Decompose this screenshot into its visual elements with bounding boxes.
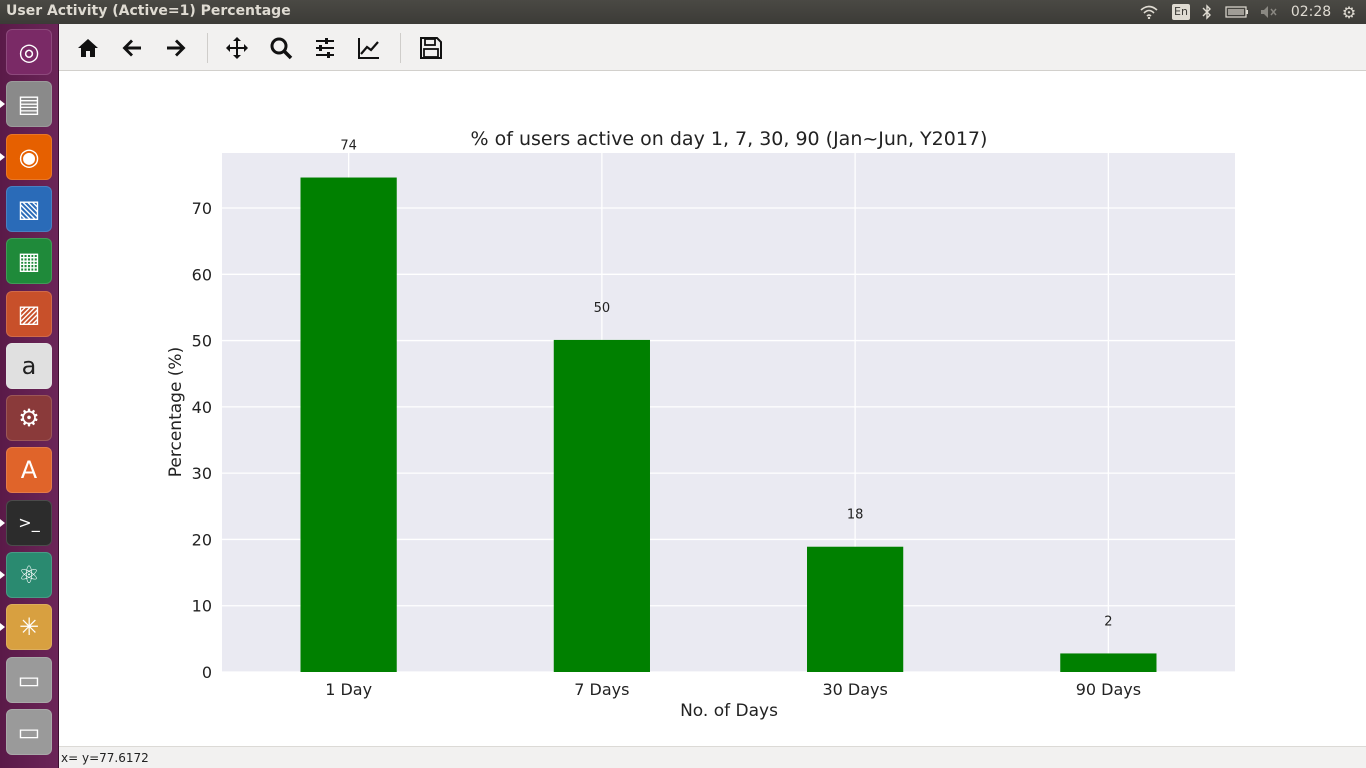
toolbar-separator <box>207 33 208 63</box>
bar-30-days <box>807 546 904 672</box>
magnifier-icon <box>270 37 293 60</box>
launcher-firefox[interactable]: ◉ <box>6 133 52 180</box>
home-icon <box>78 39 98 57</box>
launcher-matplotlib[interactable]: ✳ <box>6 604 52 651</box>
x-tick-label: 90 Days <box>1076 680 1141 699</box>
bar-1-day <box>300 177 397 672</box>
cursor-coordinates: x= y=77.6172 <box>61 751 149 765</box>
writer-document-icon: ▧ <box>17 194 41 223</box>
settings-wrench-icon: ⚙ <box>18 404 40 433</box>
launcher-atom[interactable]: ⚛ <box>6 552 52 598</box>
battery-icon[interactable] <box>1224 0 1250 24</box>
zoom-button[interactable] <box>267 34 295 62</box>
y-tick-label: 60 <box>192 265 212 284</box>
bar-90-days <box>1060 653 1157 672</box>
save-button[interactable] <box>417 34 445 62</box>
home-button[interactable] <box>74 34 102 62</box>
x-tick-label: 7 Days <box>574 680 629 699</box>
launcher-running-indicator <box>0 623 5 632</box>
launcher-amazon[interactable]: a <box>6 342 52 389</box>
data-label: 74 <box>340 139 357 154</box>
terminal-icon: >_ <box>18 513 40 533</box>
atom-icon: ⚛ <box>18 561 40 589</box>
launcher-files[interactable]: ▤ <box>6 81 52 128</box>
matplotlib-icon: ✳ <box>18 613 40 642</box>
impress-presentation-icon: ▨ <box>17 299 41 328</box>
x-axis-label: No. of Days <box>680 701 778 721</box>
chart-title: % of users active on day 1, 7, 30, 90 (J… <box>471 128 988 150</box>
launcher-libreoffice-calc[interactable]: ▦ <box>6 238 52 285</box>
arrow-left-icon <box>122 39 141 57</box>
sliders-icon <box>316 38 334 58</box>
volume-muted-icon[interactable] <box>1258 0 1280 24</box>
launcher-disk-1[interactable]: ▭ <box>6 656 52 703</box>
launcher: ◎ ▤ ◉ ▧ ▦ ▨ a ⚙ A >_ ⚛ ✳ ▭ ▭ <box>0 24 59 768</box>
launcher-ubuntu-dash[interactable]: ◎ <box>6 29 52 75</box>
firefox-icon: ◉ <box>18 142 40 171</box>
launcher-libreoffice-impress[interactable]: ▨ <box>6 290 52 337</box>
y-tick-label: 50 <box>192 332 212 351</box>
x-tick-label: 1 Day <box>325 680 372 699</box>
forward-button[interactable] <box>162 34 190 62</box>
bluetooth-icon[interactable] <box>1199 0 1215 24</box>
configure-subplots-button[interactable] <box>311 34 339 62</box>
launcher-running-indicator <box>0 518 5 527</box>
launcher-disk-2[interactable]: ▭ <box>6 708 52 755</box>
bar-7-days <box>553 339 650 672</box>
x-tick-label: 30 Days <box>822 680 887 699</box>
y-tick-label: 10 <box>192 597 212 616</box>
keyboard-language-indicator[interactable]: En <box>1172 4 1190 20</box>
top-panel: User Activity (Active=1) Percentage En 0… <box>0 0 1366 24</box>
launcher-libreoffice-writer[interactable]: ▧ <box>6 185 52 232</box>
data-label: 2 <box>1104 614 1112 629</box>
wifi-icon[interactable] <box>1138 0 1160 24</box>
gear-icon[interactable]: ⚙ <box>1341 2 1357 22</box>
y-axis-label: Percentage (%) <box>166 347 186 477</box>
data-label: 50 <box>594 301 611 316</box>
edit-axis-button[interactable] <box>355 34 383 62</box>
matplotlib-toolbar <box>59 24 1366 71</box>
y-tick-label: 0 <box>202 663 212 682</box>
amazon-icon: a <box>21 351 37 380</box>
clock[interactable]: 02:28 <box>1290 4 1332 20</box>
launcher-system-settings[interactable]: ⚙ <box>6 395 52 442</box>
y-tick-label: 30 <box>192 464 212 483</box>
launcher-software-center[interactable]: A <box>6 447 52 494</box>
y-tick-label: 70 <box>192 199 212 218</box>
line-chart-icon <box>358 38 379 59</box>
arrow-right-icon <box>167 39 186 57</box>
launcher-running-indicator <box>0 152 5 161</box>
move-icon <box>226 37 248 59</box>
hard-drive-icon: ▭ <box>17 717 41 746</box>
ubuntu-logo-icon: ◎ <box>18 38 40 66</box>
y-tick-label: 20 <box>192 530 212 549</box>
floppy-disk-icon <box>420 37 442 59</box>
toolbar-separator <box>400 33 401 63</box>
hard-drive-icon: ▭ <box>17 665 41 694</box>
figure-canvas[interactable]: % of users active on day 1, 7, 30, 90 (J… <box>59 71 1366 746</box>
calc-spreadsheet-icon: ▦ <box>17 247 41 276</box>
launcher-terminal[interactable]: >_ <box>6 499 52 546</box>
data-label: 18 <box>847 508 864 523</box>
shopping-bag-icon: A <box>20 456 38 485</box>
y-tick-label: 40 <box>192 398 212 417</box>
window-title: User Activity (Active=1) Percentage <box>6 3 291 19</box>
file-cabinet-icon: ▤ <box>17 90 41 119</box>
back-button[interactable] <box>118 34 146 62</box>
pan-button[interactable] <box>223 34 251 62</box>
bar-chart: % of users active on day 1, 7, 30, 90 (J… <box>166 128 1235 721</box>
launcher-running-indicator <box>0 100 5 109</box>
status-bar: x= y=77.6172 <box>59 746 1366 768</box>
launcher-running-indicator <box>0 571 5 579</box>
